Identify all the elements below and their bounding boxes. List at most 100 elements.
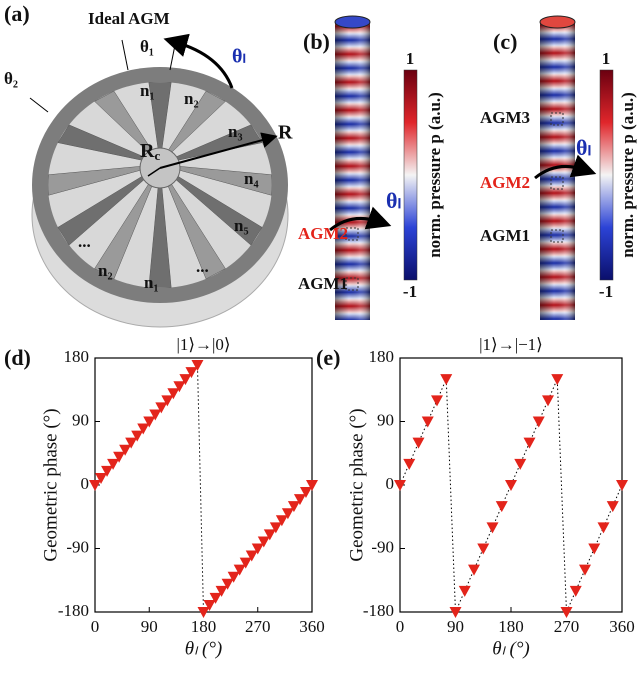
y-tick-label: -180 — [363, 601, 394, 620]
sector-label: n₃ — [228, 122, 243, 141]
colorbar-tick: 1 — [406, 49, 415, 68]
data-point — [107, 458, 120, 470]
colorbar — [403, 69, 418, 281]
data-point — [185, 367, 198, 379]
y-tick-label: -180 — [58, 601, 89, 620]
sector-label: n₁ — [144, 273, 159, 292]
data-point — [421, 416, 434, 428]
plot-frame — [94, 357, 313, 613]
cylinder-shade — [335, 22, 370, 320]
data-point — [203, 599, 216, 611]
y-tick-label: -90 — [66, 537, 89, 556]
y-tick-label: 180 — [64, 347, 90, 366]
data-point — [167, 388, 180, 400]
data-point — [579, 564, 591, 576]
x-tick-label: 270 — [554, 617, 580, 636]
data-point — [113, 451, 126, 463]
data-point — [606, 501, 619, 513]
panel-title: Ideal AGM — [88, 9, 170, 28]
theta-l-label: θₗ — [576, 135, 591, 160]
y-tick-label: 0 — [386, 474, 395, 493]
r-arrow — [159, 132, 278, 169]
rotation-arrow — [329, 206, 392, 232]
colorbar-label: norm. pressure p (a.u.) — [618, 92, 637, 258]
data-point — [191, 360, 204, 372]
data-point — [101, 465, 114, 477]
y-axis-label: Geometric phase (°) — [40, 408, 61, 561]
agm-box — [550, 112, 564, 126]
data-point — [125, 437, 138, 449]
data-point — [269, 522, 282, 534]
x-tick-label: 360 — [609, 617, 635, 636]
data-point — [287, 501, 300, 513]
panel-label: (a) — [4, 1, 30, 26]
data-point — [281, 508, 294, 520]
panel-label: (c) — [493, 29, 517, 54]
data-point — [131, 430, 144, 442]
series-line — [399, 378, 623, 613]
agm2-label: AGM2 — [480, 173, 530, 192]
data-point — [143, 416, 156, 428]
x-tick-label: 180 — [191, 617, 217, 636]
charts: (d) |1⟩→|0⟩ θₗ (°) Geometric phase (°) 0 90 18… — [4, 335, 635, 659]
data-point — [495, 501, 508, 513]
theta1-bracket — [169, 39, 177, 71]
data-point — [542, 395, 554, 407]
colorbar-tick: 1 — [602, 49, 611, 68]
agm2-label: AGM2 — [298, 224, 348, 243]
data-point — [173, 381, 186, 393]
data-point — [227, 571, 240, 583]
cylinder-top — [539, 15, 576, 29]
data-point — [299, 487, 312, 499]
colorbar — [599, 69, 614, 281]
data-point — [403, 458, 416, 470]
sector-label: n₁ — [140, 81, 155, 100]
theta2-label: θ₂ — [4, 69, 18, 88]
sector-label: n₄ — [244, 169, 259, 188]
r-label: R — [278, 122, 293, 144]
data-point — [119, 444, 132, 456]
y-tick-label: 90 — [377, 410, 394, 429]
colorbar-label: norm. pressure p (a.u.) — [425, 92, 444, 258]
series-line — [94, 363, 313, 614]
theta2-bracket — [29, 97, 49, 113]
data-point — [468, 564, 480, 576]
data-point — [551, 374, 564, 386]
data-point — [514, 458, 527, 470]
agm-box — [550, 229, 564, 243]
agm-box — [345, 227, 359, 241]
x-tick-label: 270 — [245, 617, 271, 636]
data-point — [245, 550, 258, 562]
panel-label: (e) — [316, 345, 340, 370]
data-point — [486, 522, 499, 534]
rotation-arrow — [163, 33, 234, 89]
data-point — [89, 480, 101, 491]
data-point — [95, 472, 108, 484]
sector-label: n₅ — [234, 216, 249, 235]
agm1-label: AGM1 — [480, 226, 530, 245]
data-point — [431, 395, 443, 407]
x-tick-label: 360 — [299, 617, 325, 636]
data-point — [440, 374, 453, 386]
rotation-arrow — [534, 154, 597, 180]
y-axis-label: Geometric phase (°) — [346, 408, 367, 561]
data-point — [505, 480, 517, 491]
data-point — [569, 585, 582, 597]
theta-l-label: θₗ — [386, 188, 401, 213]
data-point — [137, 423, 150, 435]
data-point — [588, 543, 601, 555]
data-point — [251, 543, 264, 555]
cylinder-top — [334, 15, 371, 29]
sector-label: ... — [78, 232, 91, 251]
y-tick-label: 180 — [369, 347, 395, 366]
data-point — [149, 409, 162, 421]
data-point — [458, 585, 471, 597]
agm-box — [345, 277, 359, 291]
x-tick-label: 0 — [91, 617, 100, 636]
data-point — [597, 522, 610, 534]
panel-b: (b) AGM2 AGM1 θₗ 1 -1 norm. pressure p (… — [298, 15, 444, 320]
data-point — [221, 578, 234, 590]
data-point — [616, 480, 628, 491]
data-point — [233, 564, 246, 576]
data-point — [209, 592, 222, 604]
